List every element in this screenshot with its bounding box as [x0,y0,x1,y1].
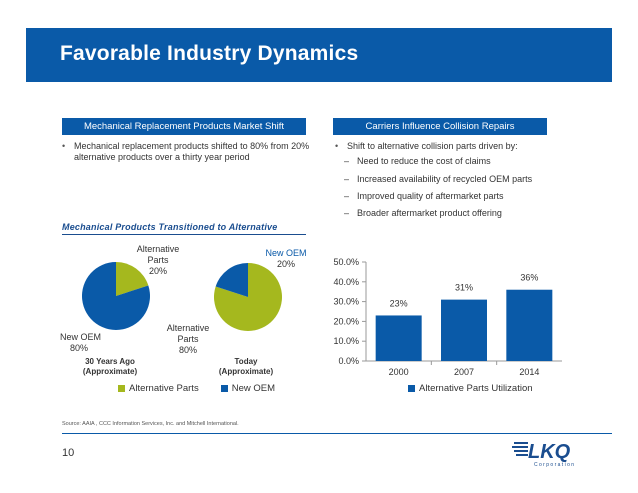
mechanical-bullets: Mechanical replacement products shifted … [62,141,312,163]
legend-label-utilization: Alternative Parts Utilization [419,383,533,394]
pie2-alt-label: Alternative Parts 80% [150,323,226,356]
legend-swatch-utilization [408,385,415,392]
pie1-oem-label-value: 80% [70,343,89,353]
footer-divider [62,433,612,434]
logo-stripes-icon [512,442,528,456]
page-number: 10 [62,447,75,459]
pie1-period-label: 30 Years Ago (Approximate) [70,357,150,377]
bar-data-label-2014: 36% [520,273,538,283]
pie1-slice-0 [116,262,149,296]
pie-title-underline [62,234,306,235]
carriers-bullet: Shift to alternative collision parts dri… [335,141,575,152]
slide-title: Favorable Industry Dynamics [60,42,359,65]
pie1-alt-label-line: Alternative [136,244,180,254]
bar-legend: Alternative Parts Utilization [408,383,533,394]
bar-data-label-2000: 23% [390,298,408,308]
source-note: Source: AAIA , CCC Information Services,… [62,421,239,427]
pie1-oem-label-line: New OEM [60,332,102,342]
legend-swatch-oem [220,385,228,392]
bar-x-tick-label-2014: 2014 [519,367,539,377]
pie1-alt-label-line: Parts [147,255,169,265]
pie2-alt-label-line: Parts [177,334,199,344]
bar-y-tick-label: 20.0% [333,316,359,326]
legend-label-alternative: Alternative Parts [129,383,199,394]
carriers-sub-bullet: Improved quality of aftermarket parts [344,191,504,201]
bar-2000 [375,315,422,361]
carriers-sub-bullet: Need to reduce the cost of claims [344,156,491,166]
pie2-period-line: Today [234,357,258,366]
carriers-bullets: Shift to alternative collision parts dri… [335,141,575,152]
pie1-period-line: (Approximate) [82,367,138,376]
bar-x-tick-label-2007: 2007 [454,367,474,377]
carriers-sub-bullet: Increased availability of recycled OEM p… [344,174,532,184]
bar-x-tick-label-2000: 2000 [389,367,409,377]
bar-y-tick-label: 10.0% [333,336,359,346]
pie1-period-line: 30 Years Ago [85,357,135,366]
bar-data-label-2007: 31% [455,283,473,293]
pie2-slice-1 [215,263,248,297]
pie-chart-title: Mechanical Products Transitioned to Alte… [62,222,278,232]
lkq-logo: LKQ C o r p o r a t i o n [512,441,574,468]
bar-y-tick-label: 30.0% [333,297,359,307]
legend-label-oem: New OEM [231,383,275,394]
pie1-alt-label: Alternative Parts 20% [120,244,196,277]
pie1-oem-label: New OEM 80% [60,332,101,354]
pie2-alt-label-line: Alternative [166,323,210,333]
pie2-oem-label-line: New OEM [265,248,307,258]
bar-y-tick-label: 40.0% [333,277,359,287]
pie-legend: Alternative Parts New OEM [118,383,275,394]
mechanical-section-header: Mechanical Replacement Products Market S… [62,118,306,135]
logo-subtext: C o r p o r a t i o n [534,462,574,468]
pie2-period-line: (Approximate) [218,367,274,376]
pie1-slice-1 [82,262,150,330]
carriers-section-header: Carriers Influence Collision Repairs [333,118,547,135]
bar-y-tick-label: 50.0% [333,257,359,267]
pie2-alt-label-value: 80% [178,345,197,355]
bar-y-tick-label: 0.0% [338,356,359,366]
pie2-period-label: Today (Approximate) [206,357,286,377]
slide-header-bar: Favorable Industry Dynamics [26,28,612,82]
pie2-oem-label-value: 20% [276,259,295,269]
bar-2014 [506,289,553,361]
mechanical-bullet: Mechanical replacement products shifted … [62,141,312,163]
legend-swatch-alternative [118,385,125,392]
pie1-alt-label-value: 20% [148,266,167,276]
logo-text: LKQ [528,441,571,463]
carriers-sub-bullet: Broader aftermarket product offering [344,208,502,218]
pie2-oem-label: New OEM 20% [246,248,326,270]
bar-2007 [441,299,487,361]
